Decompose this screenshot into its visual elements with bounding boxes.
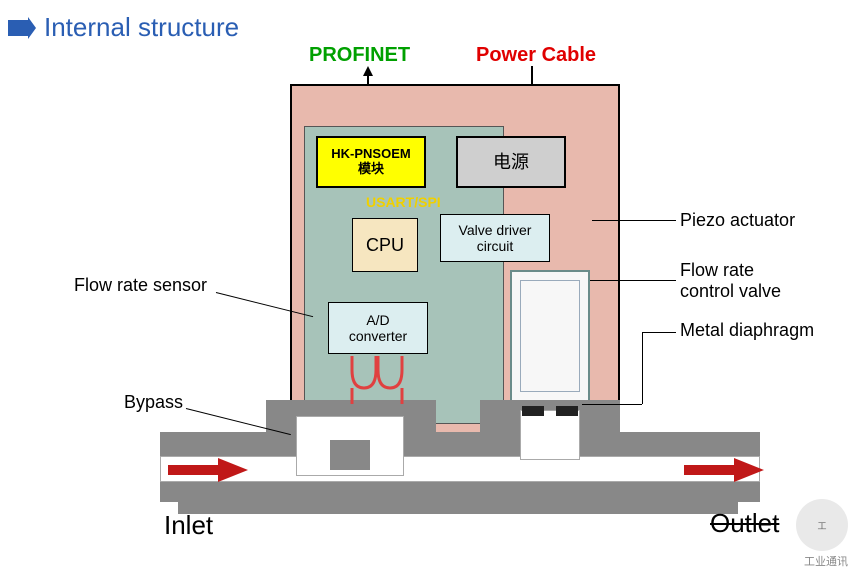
callout-control-valve: Flow rate control valve — [680, 260, 781, 301]
adc-line1: A/D — [366, 312, 389, 328]
leader-diaphragm-v — [642, 332, 643, 404]
vdr-line1: Valve driver — [459, 222, 532, 238]
callout-piezo: Piezo actuator — [680, 210, 795, 231]
page-title: Internal structure — [44, 12, 239, 43]
leader-diaphragm-h2 — [642, 332, 676, 333]
cpu-box: CPU — [352, 218, 418, 272]
label-inlet: Inlet — [164, 510, 213, 541]
valve-port — [520, 410, 580, 460]
outlet-arrow-icon — [684, 458, 764, 482]
label-profinet: PROFINET — [309, 44, 410, 67]
diaphragm-left — [522, 406, 544, 416]
adc-box: A/Dconverter — [328, 302, 428, 354]
cv-line2: control valve — [680, 281, 781, 301]
power-supply-box: 电源 — [456, 136, 566, 188]
valve-driver-box: Valve drivercircuit — [440, 214, 550, 262]
inlet-arrow-icon — [168, 458, 248, 482]
diaphragm-right — [556, 406, 578, 416]
base-taper-left — [178, 500, 738, 514]
cv-line1: Flow rate — [680, 260, 754, 280]
label-power-cable: Power Cable — [476, 44, 596, 67]
label-usart-spi: USART/SPI — [366, 194, 441, 210]
title-arrow-icon — [8, 17, 36, 39]
hk-line1: HK-PNSOEM — [331, 146, 410, 161]
callout-diaphragm: Metal diaphragm — [680, 320, 814, 341]
callout-bypass: Bypass — [124, 392, 183, 413]
vdr-line2: circuit — [477, 238, 514, 254]
label-outlet: Outlet — [710, 508, 779, 539]
sensor-coil-icon — [346, 356, 412, 409]
adc-line2: converter — [349, 328, 407, 344]
diagram-stage: Internal structure PROFINET Power Cable … — [0, 0, 862, 577]
callout-flow-sensor: Flow rate sensor — [74, 275, 207, 296]
bypass-divider — [330, 440, 370, 470]
valve-inner — [520, 280, 580, 392]
flow-channel — [160, 456, 760, 482]
watermark-icon: 工 — [796, 499, 848, 551]
leader-piezo — [592, 220, 676, 221]
watermark-text: 工业通讯 — [804, 553, 848, 569]
leader-diaphragm — [582, 404, 642, 405]
leader-valve — [590, 280, 676, 281]
hk-pnsoem-module-box: HK-PNSOEM模块 — [316, 136, 426, 188]
title-row: Internal structure — [8, 12, 239, 43]
hk-line2: 模块 — [358, 161, 384, 176]
